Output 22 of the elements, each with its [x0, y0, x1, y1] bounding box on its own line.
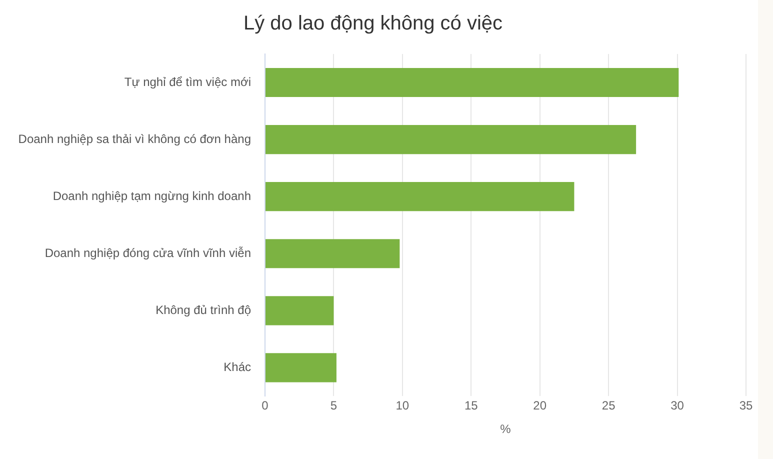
bar	[266, 68, 679, 98]
x-axis-title: %	[500, 422, 512, 436]
x-tick-label: 0	[262, 398, 269, 413]
y-tick-label: Doanh nghiệp đóng cửa vĩnh vĩnh viễn	[44, 246, 251, 260]
bar	[266, 353, 336, 382]
y-tick-label: Tự nghỉ để tìm việc mới	[124, 74, 251, 89]
bar	[266, 239, 400, 268]
y-tick-label: Doanh nghiệp sa thải vì không có đơn hàng	[18, 132, 251, 146]
y-tick-label: Doanh nghiệp tạm ngừng kinh doanh	[52, 188, 251, 203]
y-tick-label: Không đủ trình độ	[156, 302, 252, 317]
x-tick-label: 25	[602, 398, 616, 413]
x-tick-label: 5	[330, 398, 338, 413]
x-tick-label: 35	[739, 398, 753, 413]
x-tick-label: 30	[670, 398, 684, 413]
bar	[266, 125, 636, 154]
x-tick-label: 15	[464, 398, 478, 413]
bar	[266, 296, 334, 326]
x-tick-label: 10	[396, 398, 410, 413]
y-tick-label: Khác	[224, 360, 251, 374]
x-tick-label: 20	[533, 398, 547, 413]
chart-title: Lý do lao động không có việc	[243, 12, 503, 35]
bar	[266, 182, 574, 212]
